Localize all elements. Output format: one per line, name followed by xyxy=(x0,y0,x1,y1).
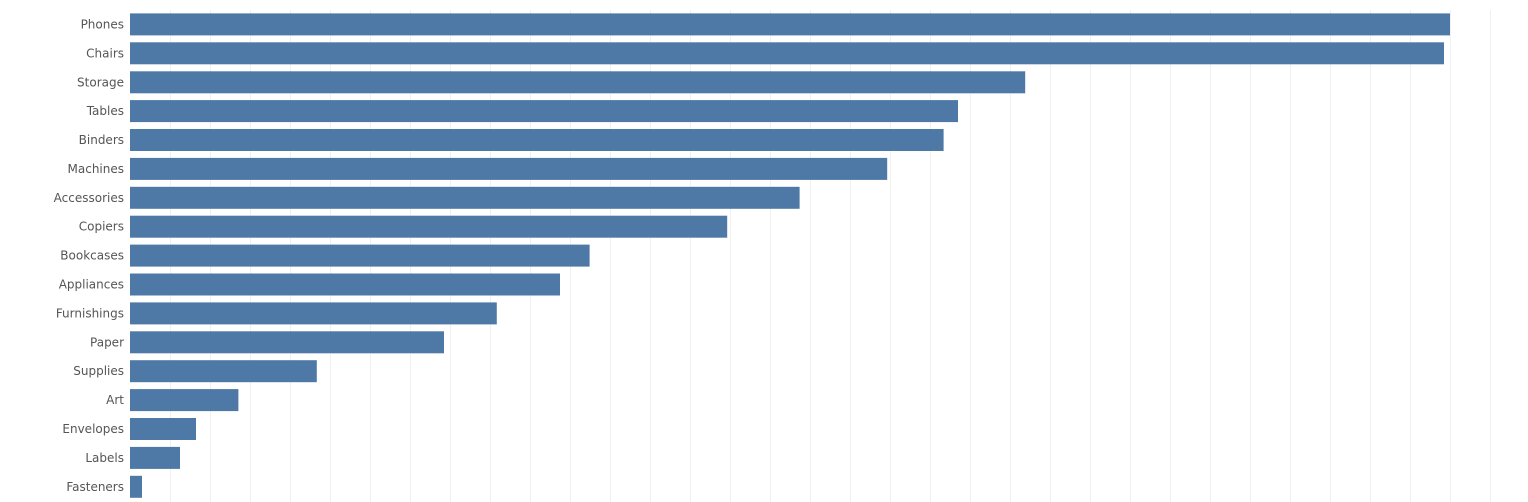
category-label-machines: Machines xyxy=(68,162,124,176)
bar-appliances[interactable] xyxy=(130,273,560,296)
category-label-phones: Phones xyxy=(81,17,124,31)
category-label-paper: Paper xyxy=(90,335,124,349)
category-label-fasteners: Fasteners xyxy=(66,480,124,494)
category-labels: Phones Chairs Storage Tables Binders Machines… xyxy=(54,17,125,493)
bar-storage[interactable] xyxy=(130,71,1026,94)
category-label-labels: Labels xyxy=(85,451,124,465)
bar-phones[interactable] xyxy=(130,13,1450,36)
category-label-accessories: Accessories xyxy=(54,191,124,205)
bar-accessories[interactable] xyxy=(130,186,800,209)
bar-fasteners[interactable] xyxy=(130,475,142,498)
bar-art[interactable] xyxy=(130,389,239,412)
bar-copiers[interactable] xyxy=(130,215,728,238)
bar-furnishings[interactable] xyxy=(130,302,497,325)
category-label-tables: Tables xyxy=(86,104,124,118)
category-label-art: Art xyxy=(106,393,124,407)
bar-envelopes[interactable] xyxy=(130,418,196,440)
category-label-appliances: Appliances xyxy=(59,278,124,292)
bar-bookcases[interactable] xyxy=(130,244,590,267)
category-label-copiers: Copiers xyxy=(79,220,124,234)
category-label-supplies: Supplies xyxy=(73,364,124,378)
category-label-bookcases: Bookcases xyxy=(60,249,124,263)
bar-tables[interactable] xyxy=(130,100,958,123)
bar-paper[interactable] xyxy=(130,331,444,354)
bars xyxy=(130,13,1450,498)
bar-binders[interactable] xyxy=(130,129,944,151)
category-label-furnishings: Furnishings xyxy=(56,306,124,320)
bar-labels[interactable] xyxy=(130,446,180,469)
bar-machines[interactable] xyxy=(130,157,888,180)
category-label-storage: Storage xyxy=(77,75,124,89)
category-label-envelopes: Envelopes xyxy=(62,422,124,436)
bar-chairs[interactable] xyxy=(130,42,1444,65)
bar-supplies[interactable] xyxy=(130,360,317,383)
category-label-chairs: Chairs xyxy=(86,46,124,60)
category-label-binders: Binders xyxy=(79,133,124,147)
